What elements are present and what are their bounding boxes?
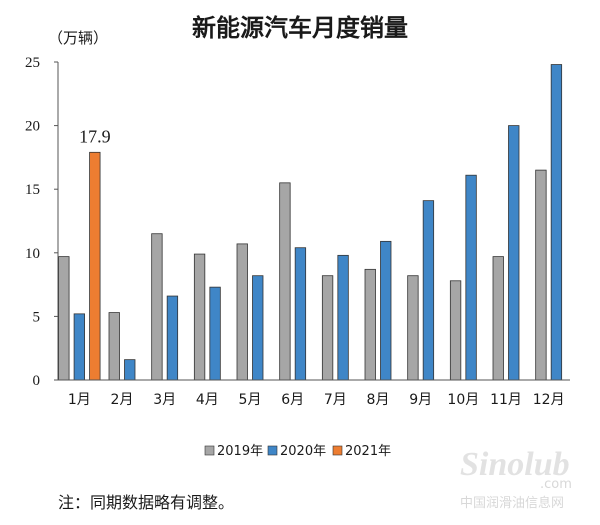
bar-2019年-11月	[492, 256, 504, 381]
bar-2020年-11月	[508, 125, 520, 381]
data-annotations: 17.9	[79, 126, 111, 146]
x-category-label: 4月	[196, 392, 219, 408]
legend-swatch-2021年	[332, 445, 343, 456]
watermark: Sinolub .com 中国润滑油信息网	[460, 446, 572, 511]
bar-2019年-4月	[193, 253, 206, 381]
y-tick-label: 10	[25, 246, 40, 262]
legend-swatch-2019年	[204, 445, 215, 456]
bar-2020年-10月	[465, 174, 477, 381]
bar-2019年-10月	[449, 280, 462, 381]
bar-marks	[58, 64, 563, 381]
footnote: 注：同期数据略有调整。	[58, 493, 234, 512]
bar-2019年-5月	[236, 243, 248, 381]
bar-2019年-3月	[151, 233, 163, 381]
bar-2020年-1月	[73, 313, 85, 381]
bar-2020年-7月	[337, 254, 349, 381]
legend-label: 2021年	[345, 444, 391, 459]
y-tick-label: 15	[25, 182, 40, 198]
x-axis-categories: 1月 2月 3月 4月 5月 6月 7月 8月 9月 10月 11月 12月	[68, 392, 565, 408]
watermark-caption: 中国润滑油信息网	[460, 495, 564, 511]
x-category-label: 6月	[281, 392, 304, 408]
legend-label: 2019年	[217, 444, 263, 459]
watermark-logo: Sinolub	[460, 446, 570, 483]
y-tick-label: 5	[33, 309, 41, 325]
x-category-label: 11月	[490, 392, 522, 408]
bar-2021年-1月	[89, 151, 101, 381]
bar-2020年-8月	[380, 240, 392, 381]
bar-2020年-2月	[124, 359, 136, 381]
x-category-label: 1月	[68, 392, 91, 408]
bar-2019年-8月	[364, 268, 376, 381]
y-tick-label: 20	[25, 119, 40, 135]
bar-2020年-5月	[252, 275, 264, 381]
x-category-label: 3月	[153, 392, 176, 408]
bar-2020年-9月	[422, 200, 435, 381]
bar-2019年-2月	[108, 312, 120, 381]
bar-2019年-12月	[535, 169, 547, 381]
x-category-label: 8月	[367, 392, 390, 408]
bar-2019年-6月	[279, 182, 291, 381]
data-label: 17.9	[79, 126, 111, 146]
chart-title: 新能源汽车月度销量	[192, 14, 408, 42]
bar-2020年-12月	[550, 64, 563, 381]
x-category-label: 10月	[447, 392, 479, 408]
legend-label: 2020年	[280, 444, 326, 459]
legend: 2019年 2020年 2021年	[204, 444, 391, 459]
y-tick-label: 25	[25, 55, 40, 71]
y-axis-ticks: 0 5 10 15 20 25	[25, 55, 58, 389]
x-category-label: 7月	[324, 392, 347, 408]
bar-2020年-4月	[209, 286, 221, 381]
x-category-label: 9月	[409, 392, 432, 408]
x-category-label: 5月	[239, 392, 262, 408]
y-axis-unit-label: （万辆）	[48, 29, 108, 47]
bar-2019年-9月	[407, 275, 419, 381]
bar-2019年-1月	[58, 256, 70, 381]
bar-2019年-7月	[321, 275, 334, 381]
x-category-label: 2月	[111, 392, 134, 408]
legend-swatch-2020年	[267, 445, 278, 456]
bar-2020年-6月	[294, 247, 307, 381]
bar-2020年-3月	[166, 295, 179, 381]
x-category-label: 12月	[533, 392, 565, 408]
watermark-domain: .com	[540, 477, 572, 492]
y-tick-label: 0	[33, 373, 41, 389]
